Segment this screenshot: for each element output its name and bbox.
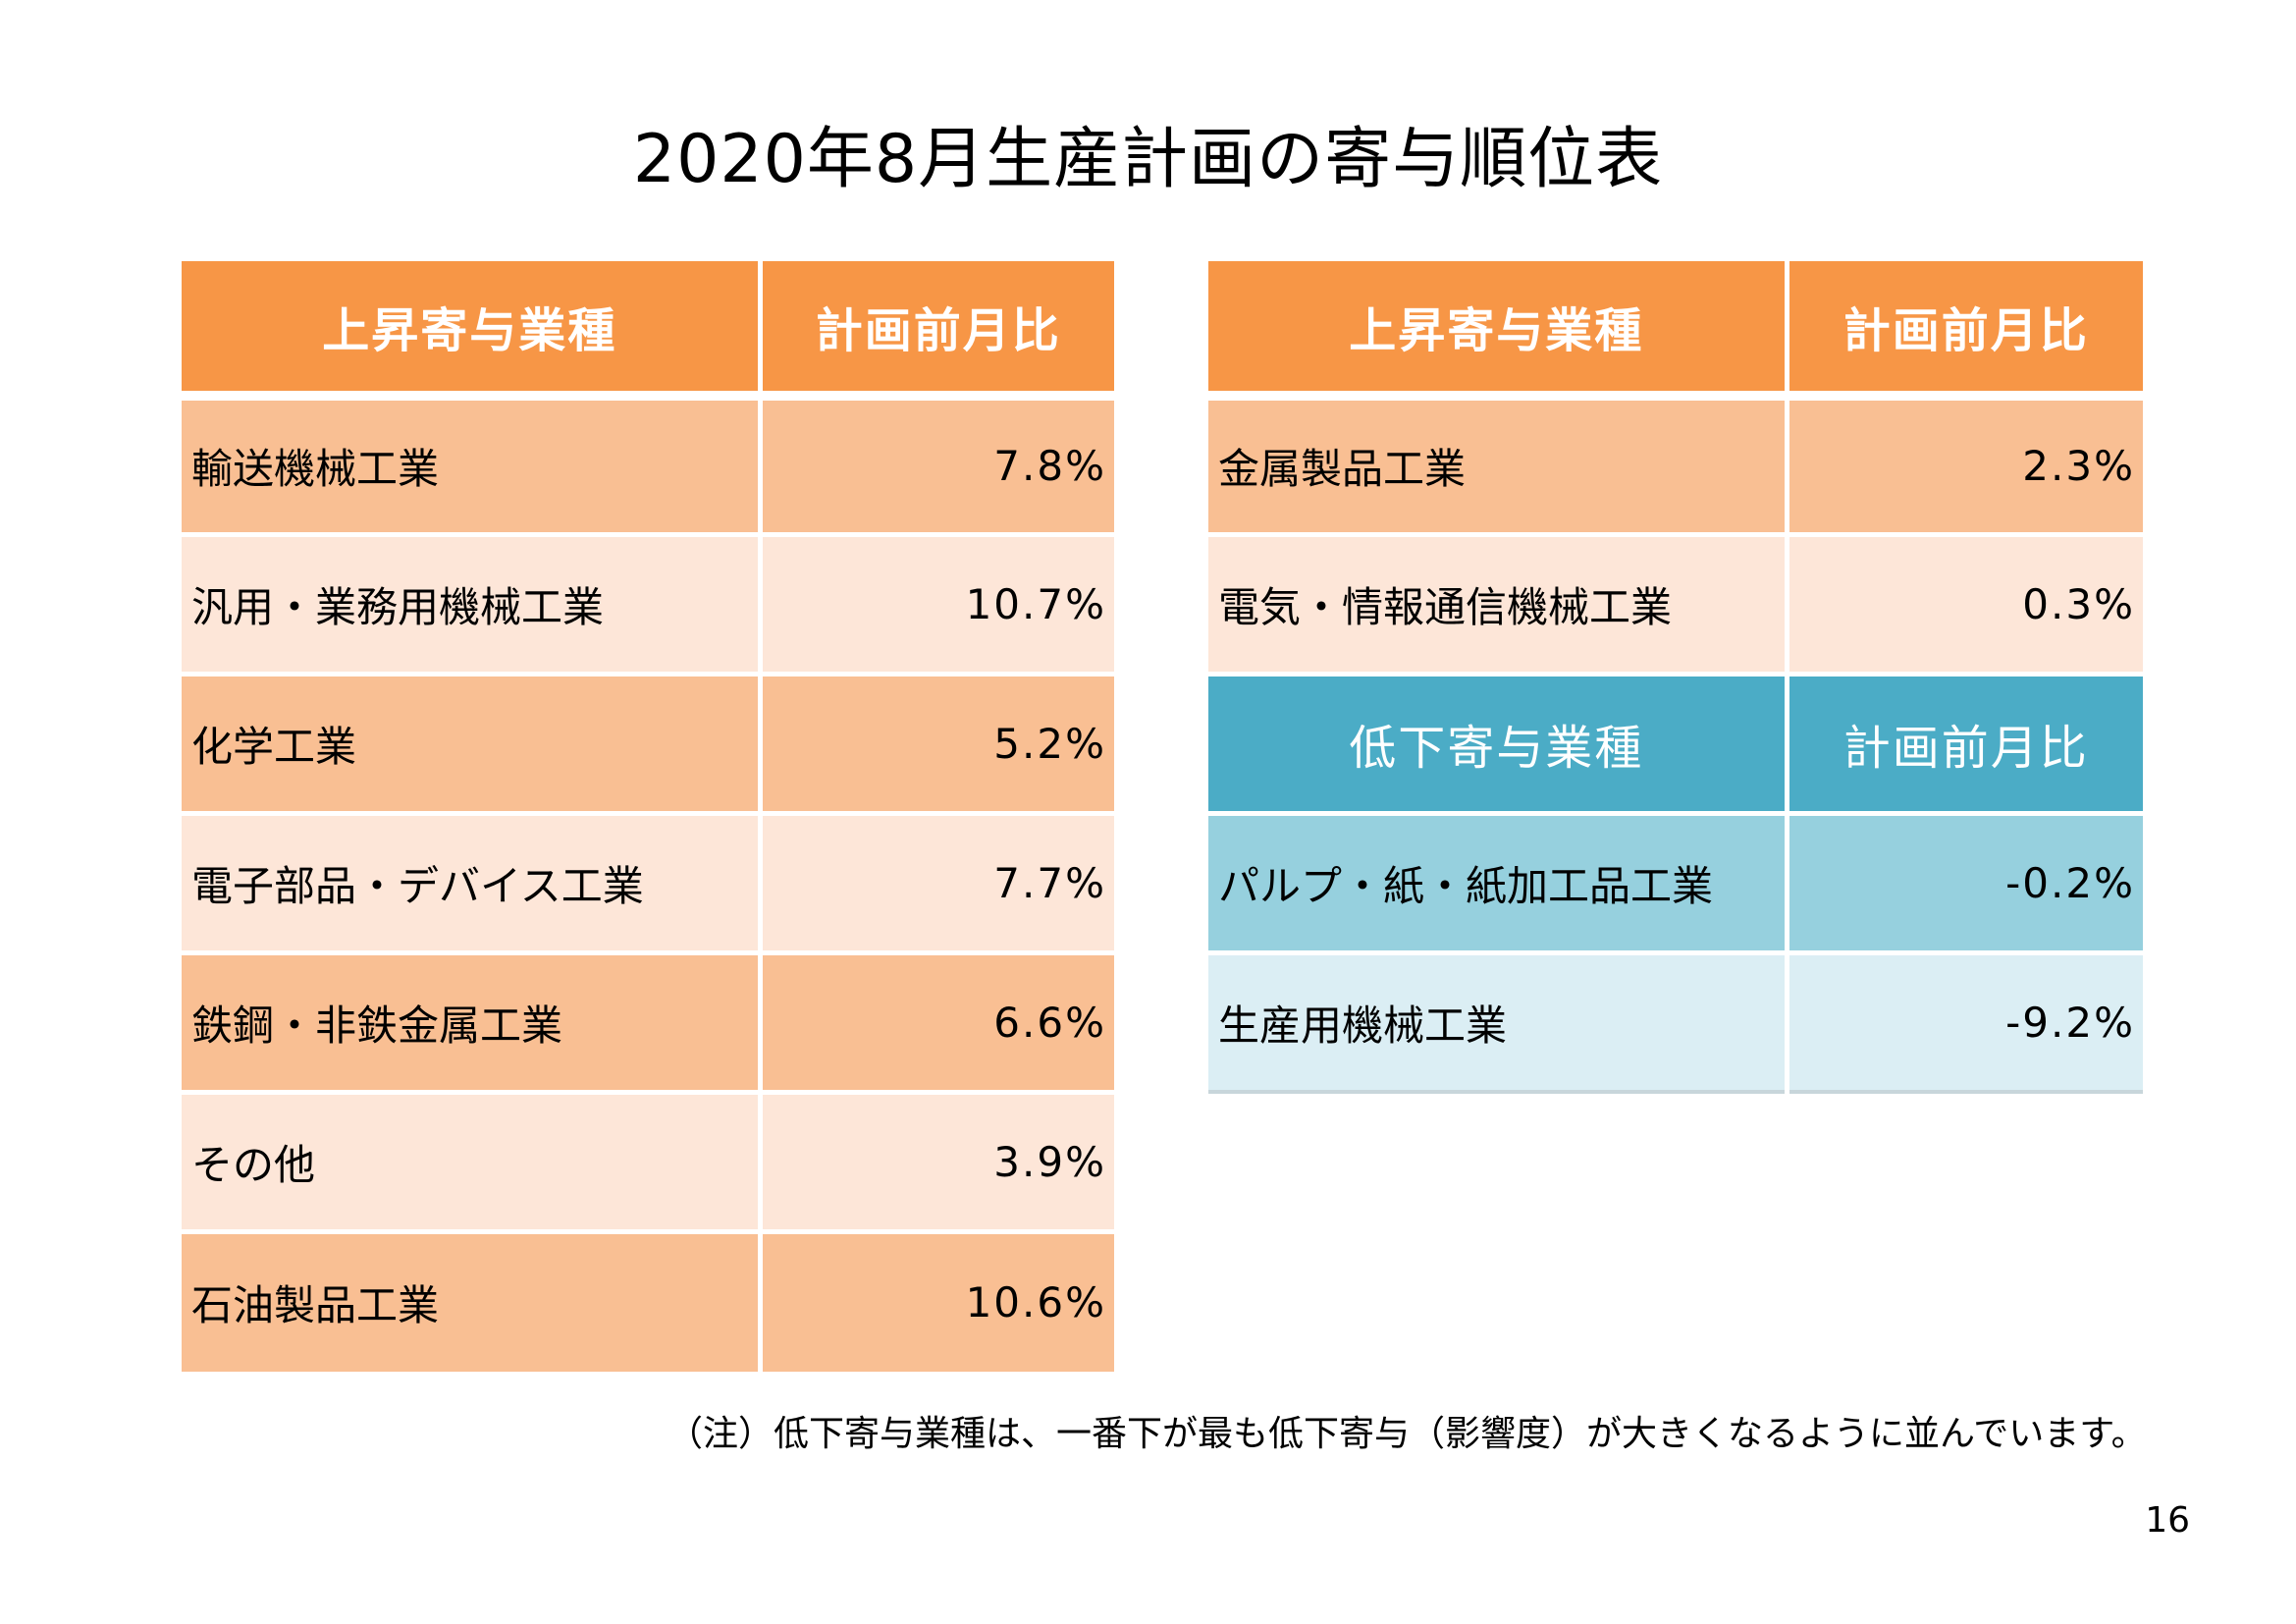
table-row: 汎用・業務用機械工業 10.7% (182, 531, 1114, 674)
ratio-value: 7.7% (757, 810, 1114, 952)
industry-name: 輸送機械工業 (182, 391, 760, 534)
header-fall-industry: 低下寄与業種 (1208, 671, 1787, 813)
fall-header-row: 低下寄与業種 計画前月比 (1208, 671, 2143, 813)
industry-name: 化学工業 (182, 671, 760, 813)
industry-name: その他 (182, 1089, 760, 1231)
ratio-value: 2.3% (1784, 391, 2143, 534)
table-row: 石油製品工業 10.6% (182, 1228, 1114, 1372)
table-row: パルプ・紙・紙加工品工業 -0.2% (1208, 810, 2143, 952)
ratio-value: 10.6% (757, 1228, 1114, 1372)
ratio-value: 5.2% (757, 671, 1114, 813)
ratio-value: 0.3% (1784, 531, 2143, 674)
contribution-table-right: 上昇寄与業種 計画前月比 金属製品工業 2.3% 電気・情報通信機械工業 0.3… (1208, 261, 2143, 1094)
ratio-value: 3.9% (757, 1089, 1114, 1231)
industry-name: 金属製品工業 (1208, 391, 1787, 534)
industry-name: 生産用機械工業 (1208, 949, 1787, 1094)
header-fall-ratio: 計画前月比 (1784, 671, 2143, 813)
table-row: その他 3.9% (182, 1089, 1114, 1231)
table-row: 生産用機械工業 -9.2% (1208, 949, 2143, 1094)
industry-name: 汎用・業務用機械工業 (182, 531, 760, 674)
footnote: （注）低下寄与業種は、一番下が最も低下寄与（影響度）が大きくなるように並んでいま… (667, 1414, 2147, 1454)
page-number: 16 (2145, 1500, 2190, 1541)
ratio-value: 10.7% (757, 531, 1114, 674)
table-row: 輸送機械工業 7.8% (182, 391, 1114, 534)
table-header-row: 上昇寄与業種 計画前月比 (1208, 261, 2143, 396)
header-industry: 上昇寄与業種 (182, 261, 760, 396)
table-row: 化学工業 5.2% (182, 671, 1114, 813)
table-row: 鉄鋼・非鉄金属工業 6.6% (182, 949, 1114, 1092)
industry-name: 電子部品・デバイス工業 (182, 810, 760, 952)
header-industry: 上昇寄与業種 (1208, 261, 1787, 396)
table-row: 電気・情報通信機械工業 0.3% (1208, 531, 2143, 674)
rise-contribution-table-left: 上昇寄与業種 計画前月比 輸送機械工業 7.8% 汎用・業務用機械工業 10.7… (182, 261, 1114, 1372)
ratio-value: -0.2% (1784, 810, 2143, 952)
ratio-value: 6.6% (757, 949, 1114, 1092)
table-row: 金属製品工業 2.3% (1208, 391, 2143, 534)
industry-name: 電気・情報通信機械工業 (1208, 531, 1787, 674)
industry-name: 石油製品工業 (182, 1228, 760, 1372)
industry-name: パルプ・紙・紙加工品工業 (1208, 810, 1787, 952)
table-header-row: 上昇寄与業種 計画前月比 (182, 261, 1114, 396)
header-ratio: 計画前月比 (1784, 261, 2143, 396)
page-title: 2020年8月生産計画の寄与順位表 (632, 121, 1664, 198)
header-ratio: 計画前月比 (757, 261, 1114, 396)
ratio-value: 7.8% (757, 391, 1114, 534)
table-row: 電子部品・デバイス工業 7.7% (182, 810, 1114, 952)
ratio-value: -9.2% (1784, 949, 2143, 1094)
industry-name: 鉄鋼・非鉄金属工業 (182, 949, 760, 1092)
